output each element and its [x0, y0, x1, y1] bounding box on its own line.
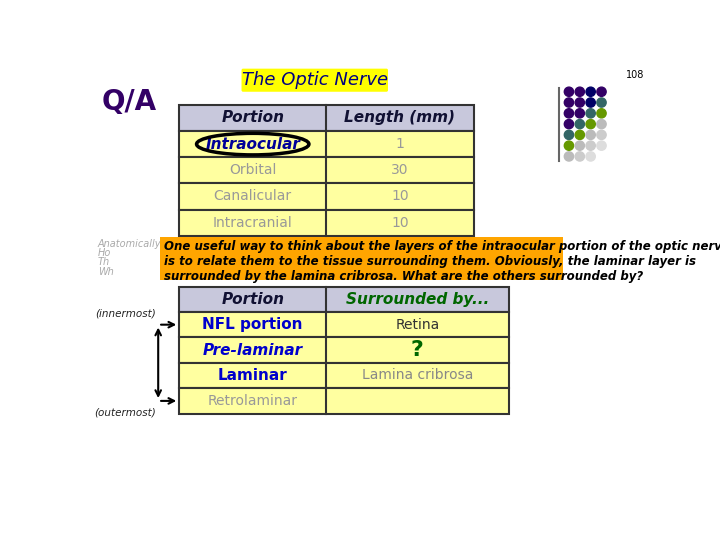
Circle shape: [586, 98, 595, 107]
Text: Retrolaminar: Retrolaminar: [208, 394, 298, 408]
Circle shape: [564, 141, 574, 150]
Circle shape: [586, 87, 595, 96]
Circle shape: [564, 152, 574, 161]
Circle shape: [586, 119, 595, 129]
Text: ?: ?: [411, 340, 424, 360]
FancyBboxPatch shape: [179, 388, 508, 414]
Text: 108: 108: [626, 70, 644, 80]
Circle shape: [597, 109, 606, 118]
Text: 10: 10: [391, 190, 409, 204]
Circle shape: [597, 130, 606, 139]
Circle shape: [586, 152, 595, 161]
Circle shape: [575, 87, 585, 96]
Text: (outermost): (outermost): [94, 407, 156, 417]
Circle shape: [575, 130, 585, 139]
Text: Lamina cribrosa: Lamina cribrosa: [361, 368, 473, 382]
Text: Th: Th: [98, 257, 110, 267]
Circle shape: [575, 152, 585, 161]
Text: Intracranial: Intracranial: [213, 215, 292, 230]
Circle shape: [575, 119, 585, 129]
Circle shape: [597, 87, 606, 96]
Text: Wh: Wh: [98, 267, 114, 276]
Text: (innermost): (innermost): [95, 308, 156, 319]
Text: Surrounded by...: Surrounded by...: [346, 292, 489, 307]
FancyBboxPatch shape: [179, 184, 474, 210]
Text: Portion: Portion: [221, 292, 284, 307]
Circle shape: [575, 98, 585, 107]
Text: Q/A: Q/A: [102, 88, 157, 116]
Text: 10: 10: [391, 215, 409, 230]
Text: NFL portion: NFL portion: [202, 317, 303, 332]
FancyBboxPatch shape: [179, 157, 474, 184]
Circle shape: [586, 141, 595, 150]
FancyBboxPatch shape: [179, 363, 508, 388]
Circle shape: [597, 98, 606, 107]
FancyBboxPatch shape: [179, 210, 474, 236]
FancyBboxPatch shape: [241, 69, 388, 92]
Text: One useful way to think about the layers of the intraocular portion of the optic: One useful way to think about the layers…: [164, 240, 720, 284]
Circle shape: [586, 109, 595, 118]
FancyBboxPatch shape: [179, 131, 474, 157]
Circle shape: [564, 87, 574, 96]
Circle shape: [597, 119, 606, 129]
Circle shape: [564, 109, 574, 118]
Text: Pre-laminar: Pre-laminar: [203, 342, 303, 357]
Circle shape: [564, 119, 574, 129]
Text: Length (mm): Length (mm): [344, 111, 456, 125]
FancyBboxPatch shape: [160, 237, 563, 280]
FancyBboxPatch shape: [179, 105, 474, 131]
Text: Ho: Ho: [98, 248, 111, 258]
Text: Portion: Portion: [221, 111, 284, 125]
Text: The Optic Nerve: The Optic Nerve: [242, 71, 388, 89]
FancyBboxPatch shape: [179, 338, 508, 363]
Circle shape: [575, 141, 585, 150]
Text: 30: 30: [391, 163, 409, 177]
Text: 1: 1: [395, 137, 405, 151]
FancyBboxPatch shape: [179, 287, 508, 312]
Circle shape: [575, 109, 585, 118]
Text: Anatomically speaking, the optic nerve is considered to have four portions. What: Anatomically speaking, the optic nerve i…: [98, 239, 544, 249]
FancyBboxPatch shape: [179, 312, 508, 338]
Circle shape: [597, 141, 606, 150]
Text: Canalicular: Canalicular: [214, 190, 292, 204]
Circle shape: [586, 130, 595, 139]
Circle shape: [564, 98, 574, 107]
Text: Intraocular: Intraocular: [205, 137, 300, 152]
Circle shape: [564, 130, 574, 139]
Text: Laminar: Laminar: [218, 368, 287, 383]
Text: Retina: Retina: [395, 318, 440, 332]
Text: Orbital: Orbital: [229, 163, 276, 177]
